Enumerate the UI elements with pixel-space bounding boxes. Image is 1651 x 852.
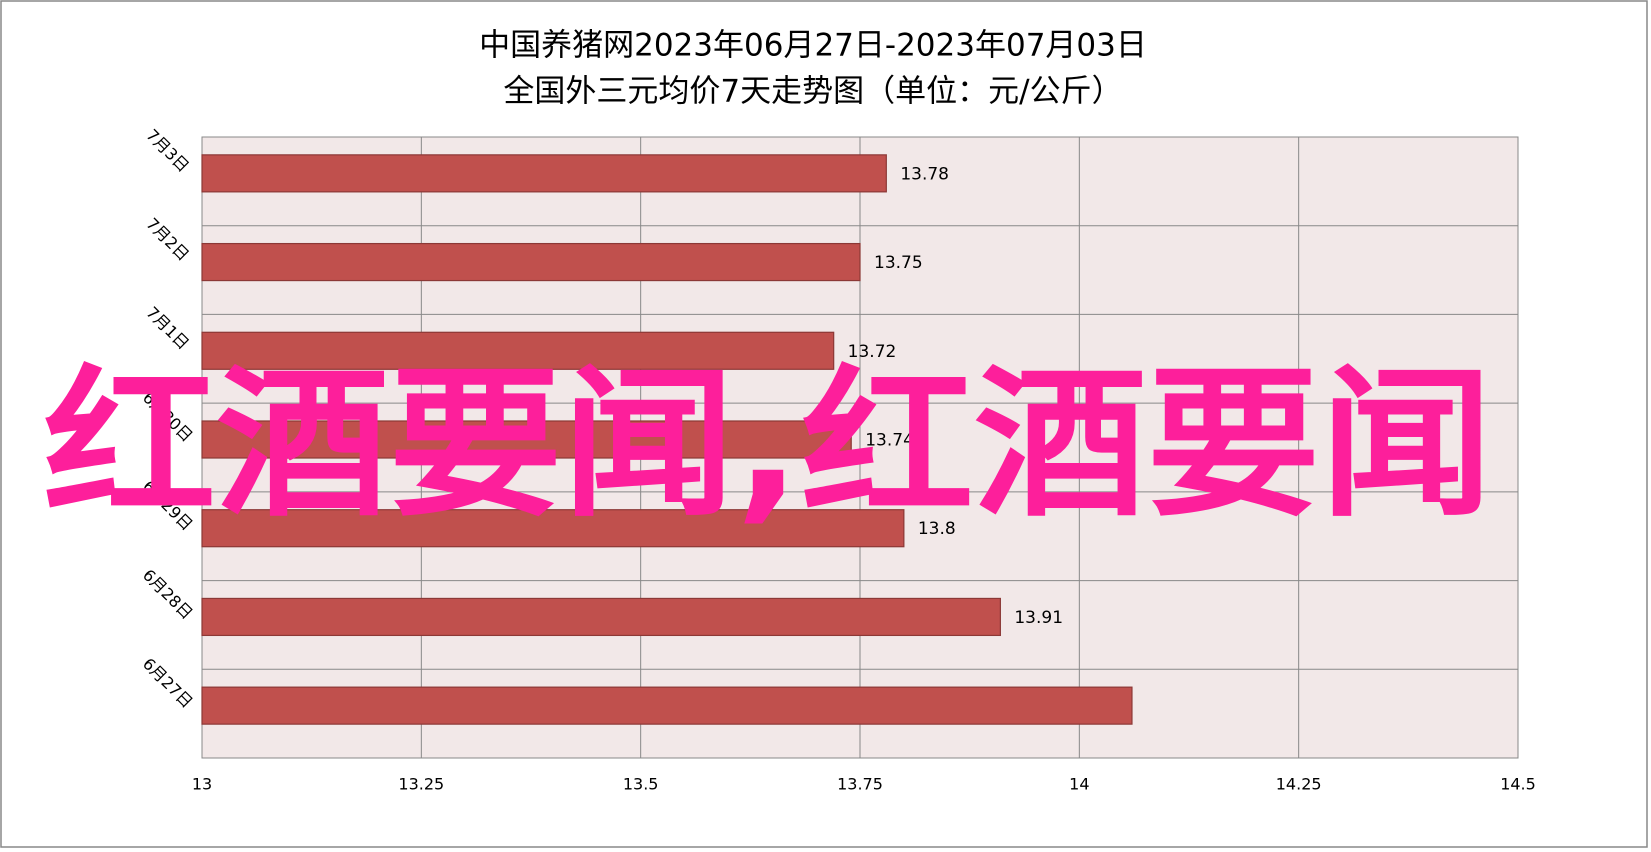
value-label: 13.75 (874, 253, 923, 273)
x-tick-label: 13.25 (398, 775, 444, 794)
value-label: 13.91 (1014, 608, 1063, 628)
bar (201, 509, 905, 548)
bar (201, 686, 1133, 725)
bar (201, 597, 1001, 637)
x-tick-label: 14 (1069, 775, 1089, 794)
watermark: 红酒要闻,红酒要闻 (43, 351, 1493, 539)
value-label: 13.8 (918, 519, 956, 539)
bar (201, 154, 887, 193)
x-tick-label: 14.25 (1276, 775, 1322, 794)
chart-subtitle: 全国外三元均价7天走势图（单位：元/公斤） (503, 74, 1122, 110)
x-tick-label: 13 (192, 775, 212, 794)
value-label: 13.78 (900, 164, 949, 184)
bar (201, 331, 835, 370)
value-label: 13.74 (865, 431, 914, 451)
bar (201, 242, 861, 282)
bar (201, 420, 852, 459)
x-tick-label: 13.75 (837, 775, 883, 794)
x-tick-label: 14.5 (1500, 775, 1536, 794)
chart-title: 中国养猪网2023年06月27日-2023年07月03日 (479, 28, 1147, 64)
x-tick-label: 13.5 (623, 775, 659, 794)
value-label: 13.72 (848, 342, 897, 362)
